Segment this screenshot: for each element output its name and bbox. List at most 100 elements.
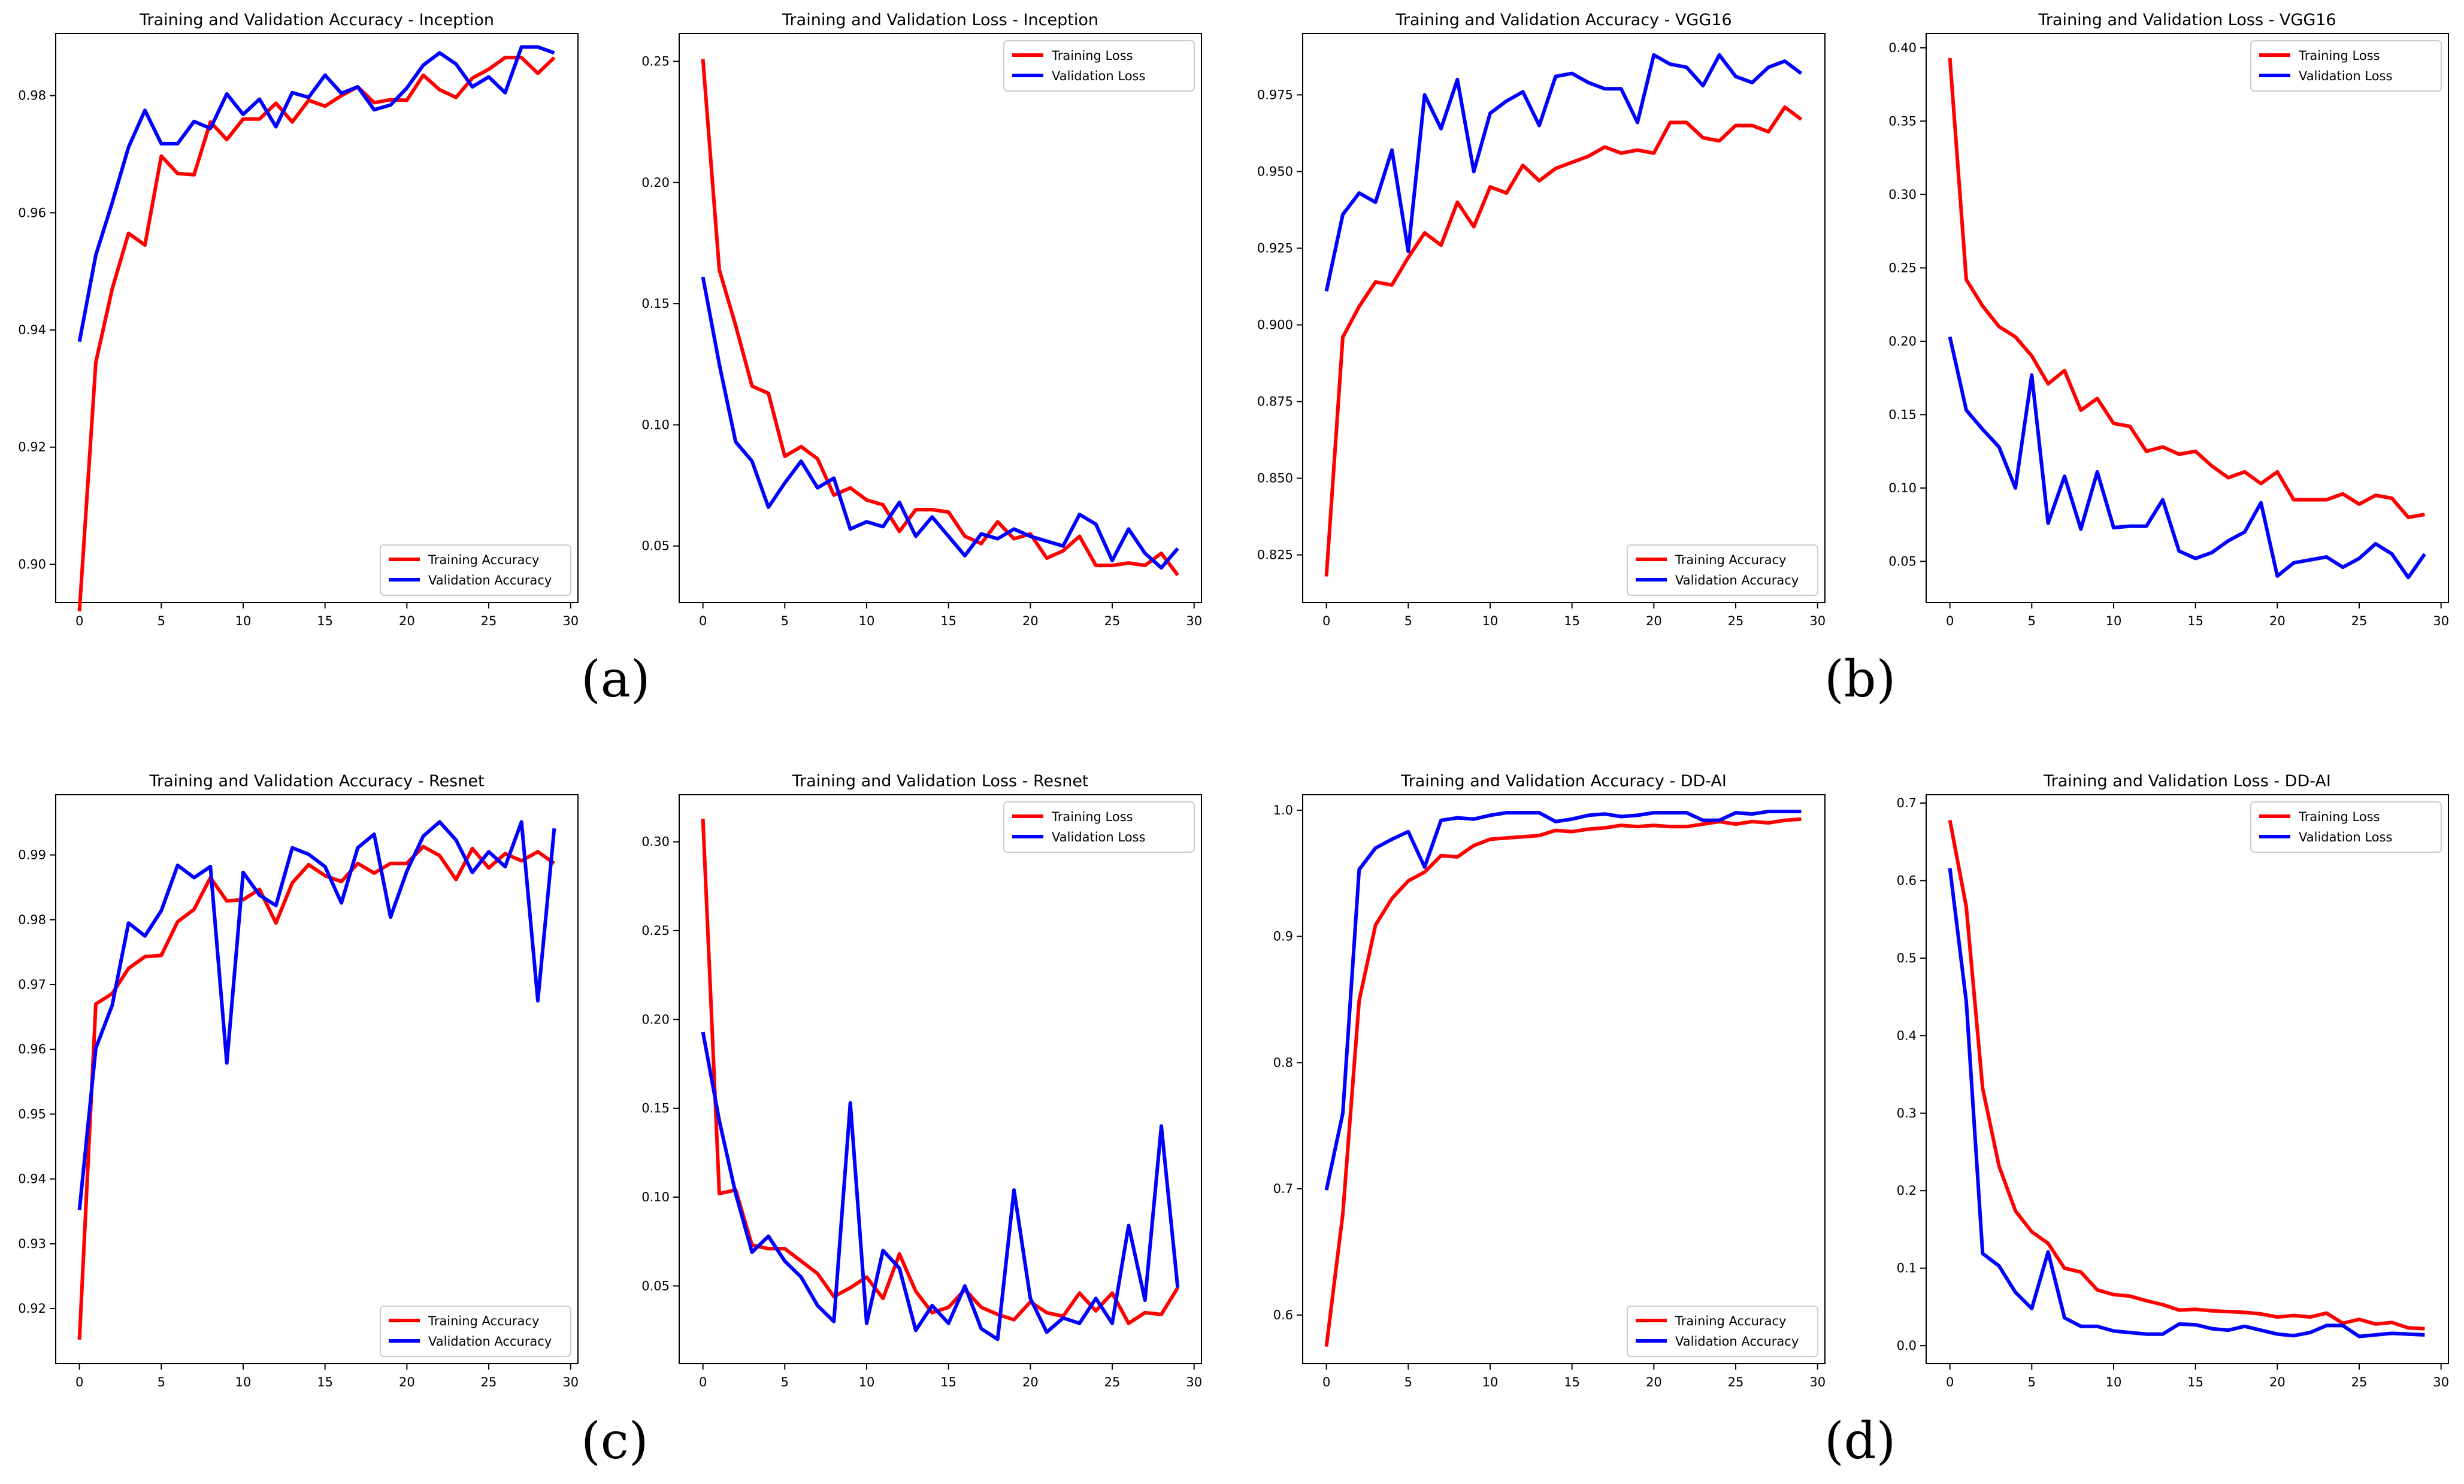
x-tick-label: 15 xyxy=(2187,614,2203,628)
y-tick-label: 0.99 xyxy=(18,848,46,862)
x-tick-label: 0 xyxy=(699,1375,707,1389)
y-tick-label: 0.95 xyxy=(18,1107,46,1121)
x-tick-label: 25 xyxy=(2351,1375,2368,1389)
legend-label: Training Accuracy xyxy=(428,1314,539,1328)
series-line-validation xyxy=(701,1031,1180,1341)
y-tick-label: 0.92 xyxy=(18,440,46,455)
y-tick-label: 0.3 xyxy=(1897,1106,1917,1120)
x-tick-label: 25 xyxy=(2351,614,2368,628)
chart-title: Training and Validation Accuracy - VGG16 xyxy=(1395,11,1732,29)
y-tick-label: 0.98 xyxy=(18,913,46,927)
legend: Training Loss Validation Loss xyxy=(1003,801,1195,853)
legend-box xyxy=(2250,801,2442,853)
x-tick-label: 0 xyxy=(1946,614,1954,628)
chart-title: Training and Validation Loss - DD-AI xyxy=(2043,772,2331,791)
x-tick-label: 25 xyxy=(481,614,497,628)
y-tick-label: 0.35 xyxy=(1888,114,1917,128)
y-tick-label: 0.1 xyxy=(1897,1261,1917,1276)
x-tick-label: 30 xyxy=(562,1375,579,1389)
legend-label: Training Loss xyxy=(2298,49,2380,63)
legend-label: Validation Loss xyxy=(1052,830,1145,844)
legend: Training Accuracy Validation Accuracy xyxy=(380,1306,571,1357)
y-tick-label: 1.0 xyxy=(1273,803,1293,817)
legend-label: Validation Loss xyxy=(2299,830,2392,844)
chart-vgg16-acc: Training and Validation Accuracy - VGG16… xyxy=(1257,11,1826,628)
x-tick-label: 15 xyxy=(317,1375,333,1389)
x-tick-label: 10 xyxy=(859,1375,875,1389)
legend-box xyxy=(1627,544,1818,596)
series-line-validation xyxy=(77,45,555,343)
y-tick-label: 0.94 xyxy=(18,323,46,337)
x-tick-label: 20 xyxy=(399,1375,415,1389)
legend-label: Training Loss xyxy=(2298,810,2380,824)
x-tick-label: 5 xyxy=(158,1375,165,1389)
x-tick-label: 15 xyxy=(2187,1375,2203,1389)
y-tick-label: 0.5 xyxy=(1897,951,1917,965)
chart-title: Training and Validation Accuracy - Resne… xyxy=(149,772,484,791)
legend-label: Training Accuracy xyxy=(428,553,539,567)
y-tick-label: 0.94 xyxy=(18,1172,46,1186)
x-tick-label: 20 xyxy=(2269,1375,2286,1389)
legend-label: Training Loss xyxy=(1051,49,1133,63)
x-tick-label: 25 xyxy=(481,1375,497,1389)
x-tick-label: 30 xyxy=(1809,614,1826,628)
x-tick-label: 20 xyxy=(1646,614,1662,628)
legend-box xyxy=(1003,801,1195,853)
x-tick-label: 15 xyxy=(1564,1375,1580,1389)
chart-resnet-loss: Training and Validation Loss - Resnet 0 5 1… xyxy=(641,772,1202,1389)
legend: Training Loss Validation Loss xyxy=(2250,40,2442,92)
y-tick-label: 0.10 xyxy=(1888,481,1917,495)
y-tick-label: 0.96 xyxy=(18,1042,46,1056)
y-tick-label: 0.6 xyxy=(1273,1308,1293,1322)
x-tick-label: 25 xyxy=(1104,1375,1121,1389)
legend-box xyxy=(1627,1306,1818,1357)
panel-label-c: (c) xyxy=(581,1412,649,1470)
series-line-validation xyxy=(1948,336,2426,580)
legend-label: Training Loss xyxy=(1051,810,1133,824)
y-tick-label: 0.6 xyxy=(1897,873,1917,888)
x-tick-label: 5 xyxy=(781,1375,789,1389)
x-tick-label: 15 xyxy=(1564,614,1580,628)
legend: Training Accuracy Validation Accuracy xyxy=(380,544,571,596)
y-tick-label: 0.925 xyxy=(1257,241,1293,255)
series-line-training xyxy=(1324,105,1803,577)
series-line-validation xyxy=(1324,810,1802,1191)
series-line-training xyxy=(77,56,556,611)
series-line-training xyxy=(1948,57,2425,519)
series-line-training xyxy=(1324,817,1802,1347)
y-tick-label: 0.15 xyxy=(1888,407,1917,422)
y-tick-label: 0.20 xyxy=(1888,334,1917,349)
series-line-validation xyxy=(1948,868,2425,1338)
x-tick-label: 5 xyxy=(1404,614,1412,628)
series-line-training xyxy=(77,844,556,1340)
series-line-validation xyxy=(77,820,556,1210)
chart-title: Training and Validation Loss - Resnet xyxy=(791,772,1088,791)
x-tick-label: 30 xyxy=(2433,614,2449,628)
x-tick-label: 20 xyxy=(1022,614,1039,628)
legend-label: Validation Accuracy xyxy=(1675,1334,1799,1349)
y-tick-label: 0.25 xyxy=(641,54,670,69)
x-tick-label: 10 xyxy=(235,614,252,628)
legend-label: Validation Accuracy xyxy=(1675,573,1799,587)
chart-resnet-acc: Training and Validation Accuracy - Resne… xyxy=(18,772,579,1389)
series-line-training xyxy=(1948,819,2425,1331)
x-tick-label: 30 xyxy=(1809,1375,1826,1389)
y-tick-label: 0.97 xyxy=(18,977,46,992)
y-tick-label: 0.20 xyxy=(641,175,670,190)
x-tick-label: 25 xyxy=(1728,614,1744,628)
panel-label-a: (a) xyxy=(581,650,650,708)
y-tick-label: 0.900 xyxy=(1257,318,1293,332)
y-tick-label: 0.9 xyxy=(1273,929,1293,944)
x-tick-label: 5 xyxy=(1404,1375,1412,1389)
chart-ddai-acc: Training and Validation Accuracy - DD-AI… xyxy=(1273,772,1826,1389)
x-tick-label: 5 xyxy=(781,614,789,628)
series-line-training xyxy=(701,59,1179,577)
x-tick-label: 10 xyxy=(1482,614,1499,628)
axes-frame xyxy=(1926,33,2449,603)
x-tick-label: 20 xyxy=(1022,1375,1039,1389)
y-tick-label: 0.0 xyxy=(1897,1338,1917,1353)
legend-box xyxy=(380,544,571,596)
x-tick-label: 25 xyxy=(1104,614,1121,628)
x-tick-label: 0 xyxy=(1322,1375,1330,1389)
